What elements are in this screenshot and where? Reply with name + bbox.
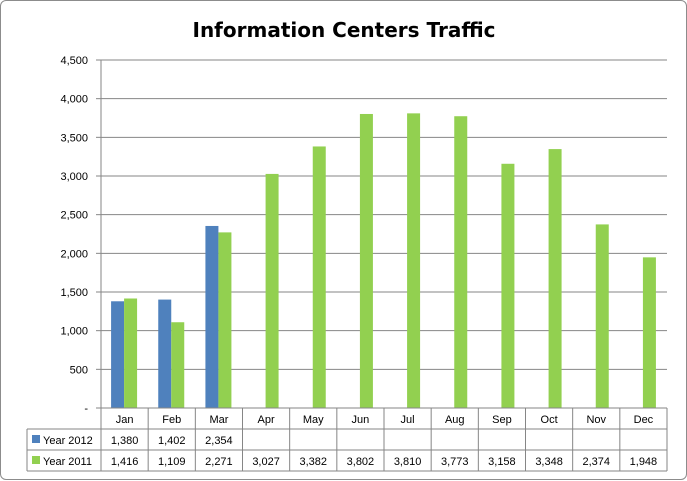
x-category-label: Dec xyxy=(634,414,654,426)
y-tick-label: - xyxy=(84,403,88,415)
data-table-value: 2,354 xyxy=(205,435,233,447)
data-table-value: 3,348 xyxy=(535,456,563,468)
bar-year-2011-may xyxy=(312,146,326,408)
bar-year-2011-feb xyxy=(171,322,185,408)
bar-year-2011-dec xyxy=(642,257,656,408)
y-tick-label: 2,500 xyxy=(60,210,88,222)
y-tick-label: 2,000 xyxy=(60,248,88,260)
data-table-value: 3,802 xyxy=(347,456,375,468)
bar-year-2011-sep xyxy=(501,163,515,408)
x-category-label: Jun xyxy=(352,414,370,426)
x-category-label: Feb xyxy=(162,414,181,426)
data-table-value: 3,773 xyxy=(441,456,469,468)
x-category-label: Mar xyxy=(209,414,228,426)
legend-key xyxy=(32,435,40,443)
data-table-value: 3,810 xyxy=(394,456,422,468)
data-table-value: 2,271 xyxy=(205,456,233,468)
data-table-value: 3,382 xyxy=(299,456,327,468)
data-table-value: 3,158 xyxy=(488,456,516,468)
bars xyxy=(111,113,656,409)
data-table-value: 1,109 xyxy=(158,456,186,468)
data-table-value: 3,027 xyxy=(252,456,280,468)
bar-year-2012-jan xyxy=(111,301,125,408)
chart-title: Information Centers Traffic xyxy=(193,18,496,42)
y-tick-label: 1,500 xyxy=(60,287,88,299)
y-tick-label: 4,000 xyxy=(60,94,88,106)
bar-year-2011-nov xyxy=(595,224,609,408)
gridlines xyxy=(101,59,667,370)
data-table-value: 1,402 xyxy=(158,435,186,447)
x-category-label: Sep xyxy=(492,414,512,426)
y-tick-label: 500 xyxy=(70,364,88,376)
bar-year-2011-jul xyxy=(407,113,421,409)
bar-year-2011-aug xyxy=(454,116,468,408)
bar-year-2012-mar xyxy=(205,225,219,408)
x-category-label: Nov xyxy=(586,414,606,426)
y-tick-label: 4,500 xyxy=(60,55,88,67)
legend-label: Year 2012 xyxy=(43,435,93,447)
x-category-label: Jul xyxy=(401,414,415,426)
y-tick-label: 3,000 xyxy=(60,171,88,183)
legend-key xyxy=(32,456,40,464)
data-table-value: 1,380 xyxy=(111,435,139,447)
data-table-value: 2,374 xyxy=(582,456,610,468)
axes xyxy=(96,59,102,409)
data-table-value: 1,948 xyxy=(630,456,658,468)
x-category-label: Oct xyxy=(541,414,558,426)
y-tick-label: 3,500 xyxy=(60,132,88,144)
x-category-label: Apr xyxy=(258,414,275,426)
data-table-value: 1,416 xyxy=(111,456,139,468)
x-category-label: Aug xyxy=(445,414,465,426)
y-tick-label: 1,000 xyxy=(60,326,88,338)
bar-year-2011-jan xyxy=(124,298,138,408)
data-table: Jan Feb Mar Apr May Jun Jul Aug Sep Oct Nov Dec Year… xyxy=(26,407,668,472)
bar-year-2011-apr xyxy=(265,173,279,408)
legend-label: Year 2011 xyxy=(43,456,92,468)
bar-year-2011-oct xyxy=(548,149,562,408)
x-category-label: Jan xyxy=(116,414,134,426)
bar-year-2012-feb xyxy=(158,299,172,408)
bar-year-2011-mar xyxy=(218,232,232,408)
y-tick-labels: - 500 1,000 1,500 2,000 2,500 3,000 3,500 4,000 4… xyxy=(60,55,88,415)
x-category-label: May xyxy=(303,414,324,426)
bar-year-2011-jun xyxy=(359,113,373,408)
